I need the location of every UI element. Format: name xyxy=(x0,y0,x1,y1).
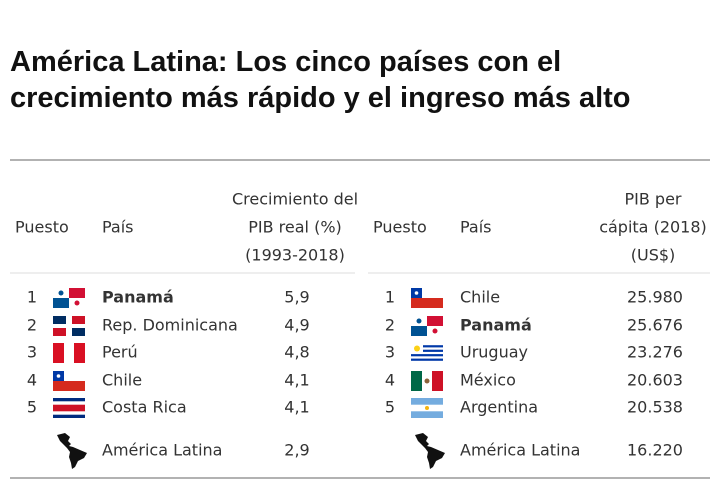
total-value: 2,9 xyxy=(284,441,309,460)
value: 4,8 xyxy=(284,343,309,362)
value: 4,1 xyxy=(284,371,309,390)
value: 25.676 xyxy=(627,316,683,335)
header-value: cápita (2018) xyxy=(599,218,707,237)
total-country: América Latina xyxy=(102,441,222,460)
header-country: País xyxy=(460,218,492,237)
country: Costa Rica xyxy=(102,398,187,417)
country: Panamá xyxy=(102,288,174,307)
country: Argentina xyxy=(460,398,538,417)
value: 23.276 xyxy=(627,343,683,362)
country: Chile xyxy=(102,371,142,390)
rank: 5 xyxy=(385,398,395,417)
header-value: (US$) xyxy=(631,246,676,265)
rank: 2 xyxy=(27,316,37,335)
country: Chile xyxy=(460,288,500,307)
flag xyxy=(53,316,85,336)
rank: 5 xyxy=(27,398,37,417)
title-line: crecimiento más rápido y el ingreso más … xyxy=(10,82,631,114)
flag xyxy=(411,343,443,363)
flag xyxy=(411,398,443,418)
rank: 4 xyxy=(385,371,395,390)
value: 25.980 xyxy=(627,288,683,307)
region-icon xyxy=(415,433,445,469)
value: 20.538 xyxy=(627,398,683,417)
flag xyxy=(53,288,85,308)
rank: 1 xyxy=(27,288,37,307)
country: Uruguay xyxy=(460,343,528,362)
country: Perú xyxy=(102,343,138,362)
flag xyxy=(53,343,85,363)
value: 20.603 xyxy=(627,371,683,390)
flag xyxy=(53,398,85,418)
rank: 4 xyxy=(27,371,37,390)
country: México xyxy=(460,371,516,390)
flag xyxy=(411,371,443,391)
total-value: 16.220 xyxy=(627,441,683,460)
rank: 2 xyxy=(385,316,395,335)
country: Panamá xyxy=(460,316,532,335)
header-value: PIB per xyxy=(624,190,681,209)
header-country: País xyxy=(102,218,134,237)
region-icon xyxy=(57,433,87,469)
value: 5,9 xyxy=(284,288,309,307)
value: 4,9 xyxy=(284,316,309,335)
flag xyxy=(53,371,85,391)
header-value: Crecimiento del xyxy=(232,190,358,209)
header-rank: Puesto xyxy=(373,218,427,237)
header-value: (1993-2018) xyxy=(245,246,345,265)
flag xyxy=(411,288,443,308)
header-rank: Puesto xyxy=(15,218,69,237)
title-line: América Latina: Los cinco países con el xyxy=(10,46,561,78)
rank: 3 xyxy=(27,343,37,362)
rank: 3 xyxy=(385,343,395,362)
country: Rep. Dominicana xyxy=(102,316,238,335)
flag xyxy=(411,316,443,336)
total-country: América Latina xyxy=(460,441,580,460)
rank: 1 xyxy=(385,288,395,307)
value: 4,1 xyxy=(284,398,309,417)
header-value: PIB real (%) xyxy=(248,218,342,237)
